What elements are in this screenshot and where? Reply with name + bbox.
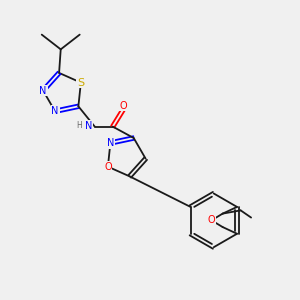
Text: O: O <box>104 162 112 172</box>
Text: N: N <box>39 85 47 96</box>
Text: N: N <box>107 138 114 148</box>
Text: H: H <box>76 122 82 130</box>
Text: O: O <box>208 215 215 225</box>
Text: S: S <box>77 78 84 88</box>
Text: N: N <box>85 121 92 131</box>
Text: O: O <box>119 101 127 111</box>
Text: N: N <box>51 106 59 116</box>
